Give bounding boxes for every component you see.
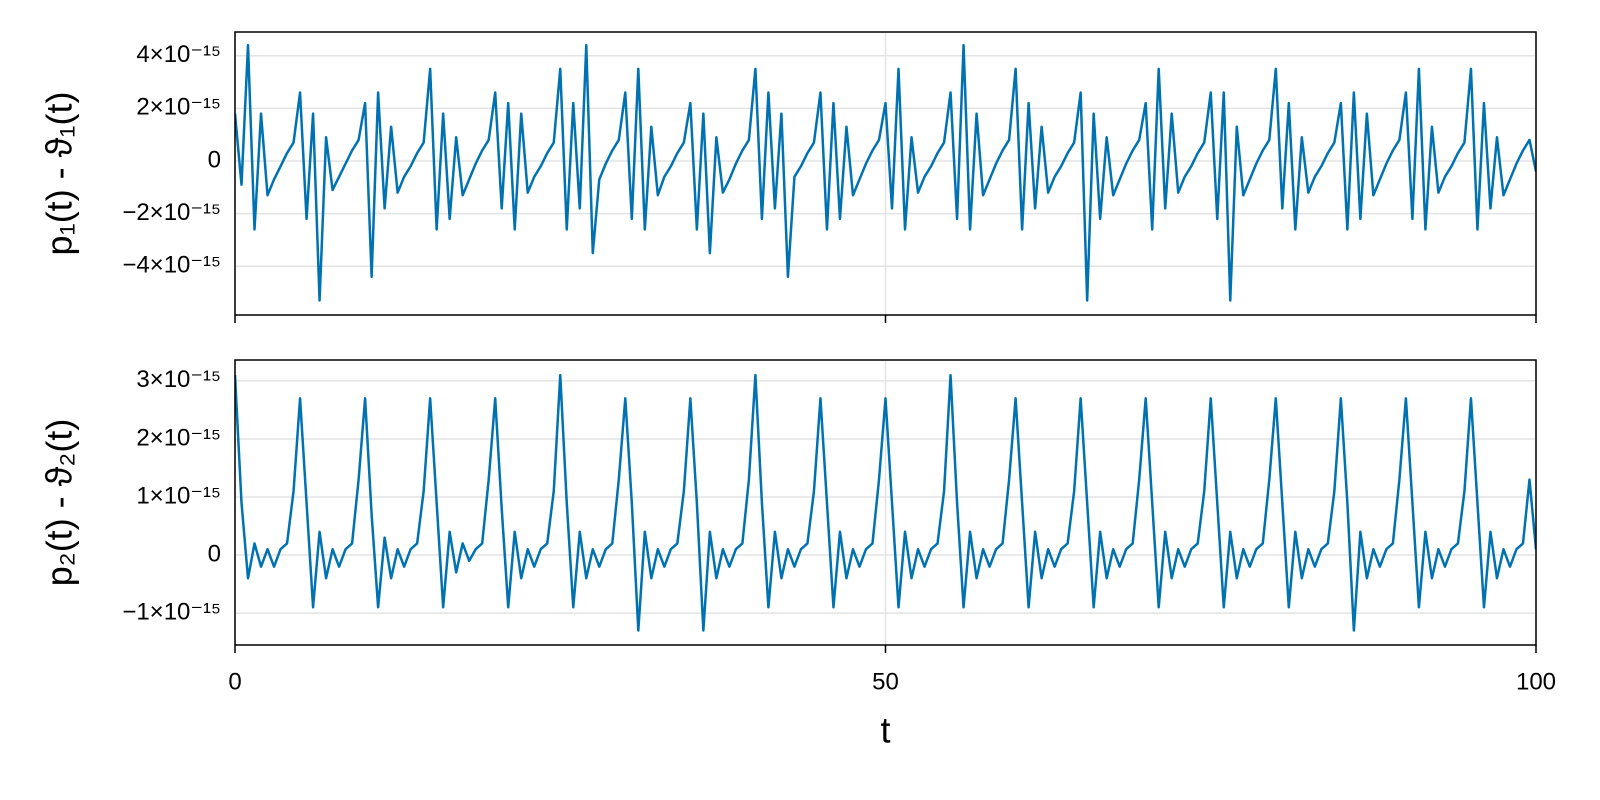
y-tick-label: 3×10⁻¹⁵ — [136, 366, 221, 393]
y-tick-label: −2×10⁻¹⁵ — [122, 199, 221, 226]
y-tick-label: 2×10⁻¹⁵ — [136, 424, 221, 451]
y-axis-label: p₂(t) - ϑ₂(t) — [39, 419, 80, 587]
x-axis-label: t — [880, 710, 890, 751]
y-tick-label: −4×10⁻¹⁵ — [122, 252, 221, 279]
axes-frame — [234, 31, 1537, 316]
x-tick-label: 0 — [228, 668, 241, 695]
y-tick-label: 0 — [208, 146, 221, 173]
x-tick-label: 100 — [1516, 668, 1556, 695]
y-tick-label: −1×10⁻¹⁵ — [122, 598, 221, 625]
axes-frame — [234, 359, 1537, 646]
data-line — [235, 373, 1536, 632]
y-tick-label: 2×10⁻¹⁵ — [136, 94, 221, 121]
x-tick-label: 50 — [872, 668, 899, 695]
y-axis-label: p₁(t) - ϑ₁(t) — [39, 92, 80, 256]
y-tick-label: 1×10⁻¹⁵ — [136, 482, 221, 509]
data-line — [235, 43, 1536, 302]
y-tick-label: 0 — [208, 540, 221, 567]
y-tick-label: 4×10⁻¹⁵ — [136, 41, 221, 68]
